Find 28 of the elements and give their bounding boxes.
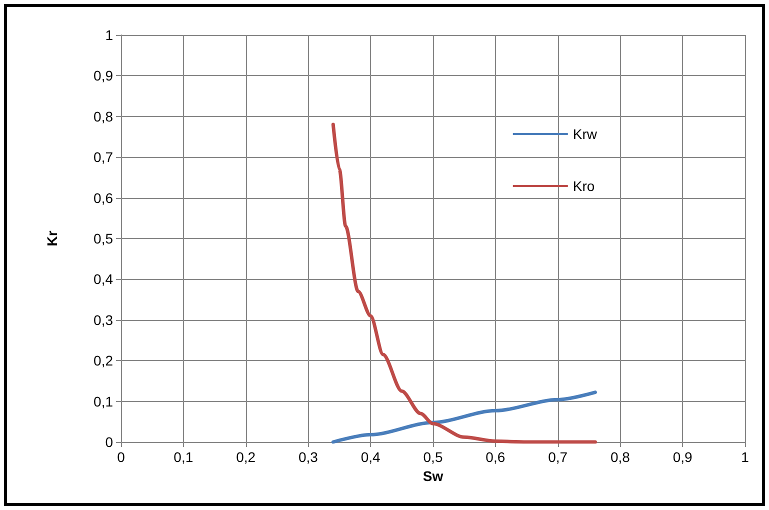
legend-label: Kro xyxy=(572,178,595,194)
x-tick-label: 1 xyxy=(741,449,750,465)
y-tick-label: 0,3 xyxy=(94,312,114,328)
x-tick-label: 0,2 xyxy=(236,449,256,465)
y-tick-label: 0,5 xyxy=(94,230,114,246)
x-tick-label: 0,9 xyxy=(672,449,693,465)
y-tick-label: 0,1 xyxy=(94,393,114,410)
x-tick-label: 0,7 xyxy=(548,449,568,465)
line-series xyxy=(331,122,597,444)
y-tick-label: 0 xyxy=(105,434,114,450)
x-tick-label: 0,3 xyxy=(298,449,318,465)
x-tick-label: 0,4 xyxy=(360,449,381,465)
y-tick-label: 0,4 xyxy=(94,271,114,288)
y-tick-label: 0,6 xyxy=(94,190,114,206)
y-tick-label: 1 xyxy=(105,27,114,43)
x-axis-title: Sw xyxy=(422,468,444,484)
x-tick-label: 0,1 xyxy=(174,449,194,465)
y-tick-label: 0,2 xyxy=(94,352,114,369)
x-tick-label: 0,6 xyxy=(486,449,506,465)
x-tick-label: 0,8 xyxy=(610,449,630,465)
y-tick-label: 0,7 xyxy=(94,149,114,166)
y-tick-label: 0,8 xyxy=(94,108,114,124)
y-axis-title: Kr xyxy=(44,230,60,246)
legend-label: Krw xyxy=(572,126,598,142)
x-tick-label: 0,5 xyxy=(423,449,443,465)
x-tick-label: 0 xyxy=(117,449,126,465)
y-tick-label: 0,9 xyxy=(94,68,114,84)
line-series xyxy=(331,390,597,444)
